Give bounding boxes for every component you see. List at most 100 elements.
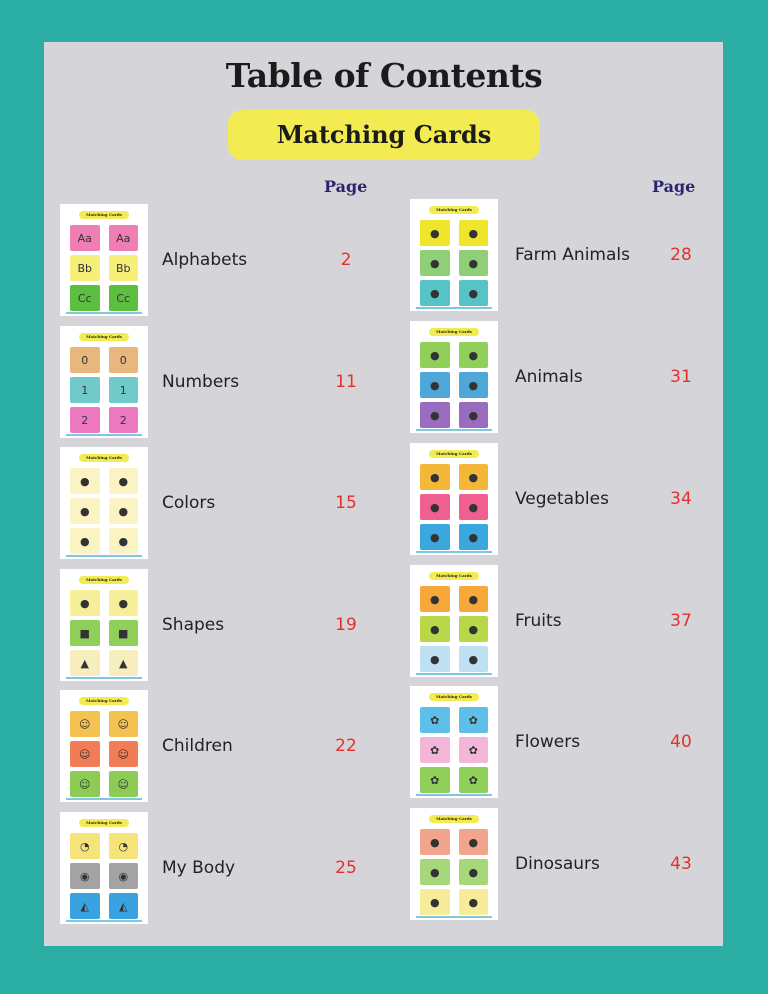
entry-label[interactable]: Children [162, 736, 233, 756]
entry-page-number: 43 [670, 854, 692, 874]
card-thumbnail: Cc [108, 285, 138, 311]
entry-page-number: 31 [670, 367, 692, 387]
card-thumbnail: 1 [70, 377, 100, 403]
card-thumbnail: 1 [108, 377, 138, 403]
thumbnail-footer [66, 555, 142, 557]
card-thumbnail: ● [108, 468, 138, 494]
card-thumbnail: ● [420, 250, 450, 276]
thumbnail-heading: Matching Cards [79, 819, 129, 827]
entry-label[interactable]: Vegetables [515, 489, 609, 509]
card-thumbnail: ● [420, 220, 450, 246]
card-thumbnail: ● [420, 524, 450, 550]
section-title: Matching Cards [228, 110, 540, 160]
entry-label[interactable]: Numbers [162, 372, 240, 392]
toc-entry[interactable]: Matching Cards ● ● ● ● ● ● Dinosaurs 43 [0, 808, 768, 920]
card-thumbnail: ▲ [70, 650, 100, 676]
entry-label[interactable]: Alphabets [162, 250, 248, 270]
card-thumbnail: ● [458, 402, 488, 428]
card-thumbnail: ● [458, 342, 488, 368]
toc-entry[interactable]: Matching Cards ● ● ● ● ● ● Farm Animals 28 [0, 199, 768, 311]
thumbnail-footer [416, 429, 492, 431]
card-thumbnail: ◔ [70, 833, 100, 859]
card-thumbnail: ■ [70, 620, 100, 646]
card-thumbnail: 2 [70, 407, 100, 433]
entry-label[interactable]: Shapes [162, 615, 225, 635]
page-thumbnail[interactable]: Matching Cards ☺ ☺ ☺ ☺ ☺ ☺ [60, 690, 148, 802]
card-thumbnail: ● [420, 342, 450, 368]
card-thumbnail: ✿ [458, 707, 488, 733]
page-thumbnail[interactable]: Matching Cards ● ● ● ● ● ● [410, 443, 498, 555]
entry-page-number: 34 [670, 489, 692, 509]
page-thumbnail[interactable]: Matching Cards ● ● ● ● ● ● [410, 321, 498, 433]
card-thumbnail: ● [70, 498, 100, 524]
card-thumbnail: ● [420, 889, 450, 915]
toc-entry[interactable]: Matching Cards ● ● ● ● ● ● Animals 31 [0, 321, 768, 433]
entry-label[interactable]: Dinosaurs [515, 854, 600, 874]
toc-entry[interactable]: Matching Cards ● ● ● ● ● ● Colors 15 [0, 447, 768, 559]
toc-entry[interactable]: Matching Cards ✿ ✿ ✿ ✿ ✿ ✿ Flowers 40 [0, 686, 768, 798]
page-column-header-left: Page [324, 177, 368, 196]
entry-label[interactable]: Farm Animals [515, 245, 630, 265]
thumbnail-footer [66, 677, 142, 679]
card-thumbnail: 2 [108, 407, 138, 433]
entry-label[interactable]: My Body [162, 858, 236, 878]
card-thumbnail: ● [458, 280, 488, 306]
entry-page-number: 28 [670, 245, 692, 265]
card-thumbnail: ● [108, 498, 138, 524]
thumbnail-heading: Matching Cards [429, 450, 479, 458]
card-thumbnail: ● [70, 468, 100, 494]
card-thumbnail: ● [108, 590, 138, 616]
card-thumbnail: ● [458, 250, 488, 276]
page-title: Table of Contents [225, 56, 543, 95]
entry-page-number: 40 [670, 732, 692, 752]
page-thumbnail[interactable]: Matching Cards ◔ ◔ ◉ ◉ ◭ ◭ [60, 812, 148, 924]
thumbnail-footer [66, 312, 142, 314]
card-thumbnail: ● [458, 464, 488, 490]
card-thumbnail: ☺ [70, 771, 100, 797]
card-thumbnail: ☺ [70, 741, 100, 767]
page-thumbnail[interactable]: Matching Cards ● ● ■ ■ ▲ ▲ [60, 569, 148, 681]
card-thumbnail: ● [458, 494, 488, 520]
card-thumbnail: ● [458, 646, 488, 672]
page-thumbnail[interactable]: Matching Cards ● ● ● ● ● ● [60, 447, 148, 559]
entry-label[interactable]: Animals [515, 367, 583, 387]
card-thumbnail: ● [420, 372, 450, 398]
card-thumbnail: Aa [70, 225, 100, 251]
thumbnail-heading: Matching Cards [429, 815, 479, 823]
thumbnail-footer [416, 916, 492, 918]
card-thumbnail: Cc [70, 285, 100, 311]
card-thumbnail: ✿ [420, 707, 450, 733]
card-thumbnail: ● [458, 524, 488, 550]
card-thumbnail: ✿ [420, 737, 450, 763]
card-thumbnail: Bb [108, 255, 138, 281]
card-thumbnail: ◭ [70, 893, 100, 919]
card-thumbnail: ◉ [108, 863, 138, 889]
page-thumbnail[interactable]: Matching Cards ✿ ✿ ✿ ✿ ✿ ✿ [410, 686, 498, 798]
toc-entry[interactable]: Matching Cards ● ● ● ● ● ● Vegetables 34 [0, 443, 768, 555]
page-thumbnail[interactable]: Matching Cards Aa Aa Bb Bb Cc Cc [60, 204, 148, 316]
toc-entry[interactable]: Matching Cards ☺ ☺ ☺ ☺ ☺ ☺ Children 22 [0, 690, 768, 802]
toc-entry[interactable]: Matching Cards ◔ ◔ ◉ ◉ ◭ ◭ My Body 25 [0, 812, 768, 924]
toc-entry[interactable]: Matching Cards Aa Aa Bb Bb Cc Cc Alphabets 2 [0, 204, 768, 316]
toc-entry[interactable]: Matching Cards ● ● ● ● ● ● Fruits 37 [0, 565, 768, 677]
card-thumbnail: ● [458, 859, 488, 885]
entry-label[interactable]: Flowers [515, 732, 581, 752]
entry-label[interactable]: Colors [162, 493, 216, 513]
entry-page-number: 2 [340, 250, 352, 270]
entry-label[interactable]: Fruits [515, 611, 562, 631]
thumbnail-heading: Matching Cards [79, 211, 129, 219]
page-thumbnail[interactable]: Matching Cards ● ● ● ● ● ● [410, 565, 498, 677]
thumbnail-footer [416, 551, 492, 553]
toc-entry[interactable]: Matching Cards ● ● ■ ■ ▲ ▲ Shapes 19 [0, 569, 768, 681]
page-thumbnail[interactable]: Matching Cards ● ● ● ● ● ● [410, 199, 498, 311]
thumbnail-footer [416, 307, 492, 309]
card-thumbnail: ✿ [458, 767, 488, 793]
card-thumbnail: ● [420, 280, 450, 306]
page-thumbnail[interactable]: Matching Cards ● ● ● ● ● ● [410, 808, 498, 920]
thumbnail-heading: Matching Cards [429, 693, 479, 701]
entry-page-number: 22 [335, 736, 357, 756]
card-thumbnail: ◉ [70, 863, 100, 889]
card-thumbnail: ◔ [108, 833, 138, 859]
